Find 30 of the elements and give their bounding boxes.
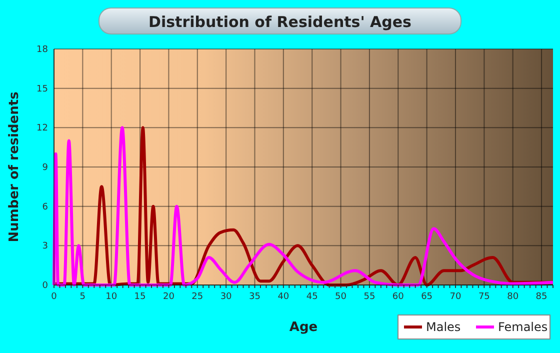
legend-label: Males [426,320,461,334]
x-tick-label: 75 [478,292,490,302]
y-tick-label: 3 [42,242,48,252]
x-tick-label: 60 [392,292,404,302]
x-tick-label: 55 [364,292,376,302]
x-tick-label: 70 [450,292,462,302]
y-tick-label: 18 [36,45,48,55]
x-tick-label: 10 [106,292,118,302]
x-tick-label: 45 [306,292,318,302]
x-tick-label: 5 [80,292,86,302]
x-tick-label: 15 [134,292,146,302]
x-tick-label: 25 [192,292,204,302]
y-tick-label: 12 [36,124,48,134]
y-tick-label: 9 [42,163,48,173]
y-tick-label: 6 [42,202,48,212]
x-tick-label: 85 [536,292,548,302]
x-tick-label: 65 [421,292,433,302]
legend-label: Females [498,320,548,334]
x-tick-label: 30 [220,292,232,302]
y-tick-label: 15 [36,84,48,94]
x-tick-label: 20 [162,292,175,302]
x-tick-label: 35 [249,292,260,302]
chart-title: Distribution of Residents' Ages [148,13,412,31]
x-tick-label: 50 [335,292,347,302]
x-axis-title: Age [289,320,318,335]
y-axis-title: Number of residents [7,91,22,242]
x-tick-label: 80 [507,292,519,302]
x-tick-label: 40 [278,292,290,302]
x-tick-label: 0 [51,292,58,302]
y-tick-label: 0 [42,281,48,291]
